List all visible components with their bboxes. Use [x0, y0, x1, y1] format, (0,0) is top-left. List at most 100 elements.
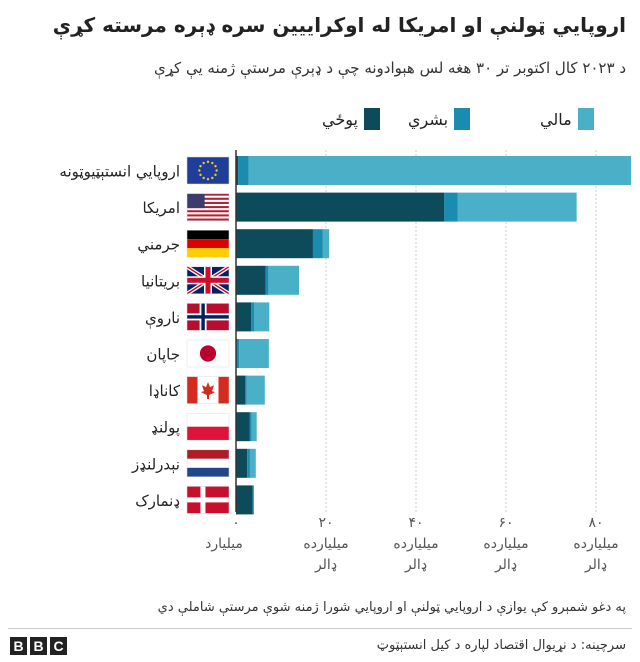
chart-subtitle: د ۲۰۲۳ کال اکتوبر تر ۳۰ هغه لس هېوادونه … [154, 59, 626, 77]
flag-star [214, 164, 217, 168]
x-tick-unit: ميلياردە [303, 536, 348, 552]
flag-stripe [187, 239, 229, 249]
footer-divider [8, 628, 632, 629]
bar-segment-military [236, 229, 313, 259]
flag-stripe [187, 201, 229, 205]
flag-stripe [218, 376, 229, 404]
flag-dk-icon [186, 486, 230, 514]
flag-star [215, 169, 218, 172]
x-tick-unit: ډالر [584, 557, 607, 573]
flag-star [202, 161, 205, 165]
flag-star [206, 177, 210, 181]
bar-segment-humanitarian [444, 192, 458, 222]
legend-swatch [577, 108, 594, 130]
bar-segment-military [236, 375, 245, 405]
bar-segment-humanitarian [247, 448, 250, 478]
legend-swatch [363, 108, 380, 130]
bar-segment-humanitarian [249, 412, 252, 442]
flag-ca-icon [186, 376, 230, 404]
flag-border [186, 303, 230, 331]
flag-stripe [187, 426, 229, 441]
category-label: نېدرلنډز [131, 455, 180, 474]
flag-star [214, 173, 217, 177]
bar-segment-humanitarian [236, 339, 240, 368]
flag-stripe [187, 197, 229, 201]
flag-jp-icon [186, 339, 230, 368]
category-label: ډنمارک [135, 492, 180, 510]
flag-stripe [187, 214, 229, 217]
flag-border [186, 449, 230, 478]
flag-stripe [187, 208, 229, 211]
bar-chart: اروپايي انستېټيوټونه امريکا جرمني بريتانيا ن… [59, 150, 632, 573]
flag-stripe [187, 199, 229, 203]
bar-segment-financial [322, 229, 330, 259]
flag-border [186, 376, 230, 404]
bar-segment-military [236, 448, 248, 478]
category-label: جاپان [146, 346, 180, 365]
x-tick-number: ۲۰ [318, 515, 333, 531]
bar-segment-humanitarian [252, 485, 254, 515]
bar-segment-military [236, 156, 239, 185]
category-label: بريتانيا [141, 272, 180, 290]
flag-star [202, 176, 205, 180]
category-label: پولنډ [151, 419, 180, 438]
flag-star [206, 160, 210, 164]
x-tick-unit: ميلياردە [573, 536, 618, 552]
bar-segment-humanitarian [265, 265, 269, 295]
bar-segment-military [236, 485, 253, 515]
flag-border [186, 486, 230, 514]
legend-item-humanitarian: بشري [408, 108, 471, 130]
x-tick-label: ۲۰ ميلياردە ډالر [303, 515, 348, 573]
flag-nl-icon [186, 449, 230, 478]
flag-stripe [187, 195, 229, 199]
bar-segment-military [236, 412, 250, 442]
x-tick-label: ۸۰ ميلياردە ډالر [573, 515, 618, 573]
flag-border [186, 229, 230, 258]
flag-border [186, 339, 230, 368]
flag-no-icon [186, 303, 230, 331]
flag-border [186, 193, 230, 221]
flag-stripe [187, 203, 229, 207]
flag-star [199, 164, 202, 168]
chart-note: په دغو شمېرو کې يوازې د اروپايي ټولنې او… [157, 600, 626, 615]
x-tick-unit: ميلياردە [393, 536, 438, 552]
flag-border [186, 266, 230, 295]
bar-segment-financial [249, 448, 256, 478]
bar-segment-financial [457, 192, 577, 222]
flag-border [186, 156, 230, 185]
legend-swatch [454, 108, 471, 130]
x-tick-label: ۶۰ ميلياردە ډالر [483, 515, 528, 573]
flag-stripe [187, 376, 198, 404]
category-label: امريکا [142, 199, 180, 217]
bar-segment-military [236, 302, 252, 332]
x-tick-unit: ميلياردە [483, 536, 528, 552]
flag-de-icon [186, 229, 230, 258]
flag-pl-icon [186, 412, 230, 441]
flag-star [199, 173, 202, 177]
x-tick-unit: ډالر [314, 557, 337, 573]
flag-gb-icon [185, 265, 231, 296]
category-label: ناروې [145, 309, 180, 329]
x-tick-label: ۴۰ ميلياردە ډالر [393, 515, 438, 573]
bar-segment-military [236, 265, 266, 295]
flag-star [198, 169, 201, 172]
bar-segment-military [236, 192, 445, 222]
flag-stripe [187, 212, 229, 215]
bbc-logo: B B C [10, 637, 67, 655]
flag-stripe [187, 218, 229, 221]
x-tick-number: ۸۰ [588, 515, 603, 531]
flag-stripe [187, 467, 229, 477]
flag-star [211, 161, 214, 165]
bar-segment-humanitarian [251, 302, 254, 332]
legend: پوځي بشري مالي [0, 108, 640, 132]
flag-us-icon [186, 193, 230, 221]
flag-canton [187, 193, 205, 209]
x-tick-unit: ډالر [494, 557, 517, 573]
bbc-logo-letter: C [50, 637, 67, 655]
flag-cross [187, 315, 229, 319]
flag-border [186, 412, 230, 441]
flag-stripe [187, 458, 229, 468]
flag-eu-icon [186, 156, 230, 185]
flag-disc [199, 345, 217, 362]
flag-stripe [187, 449, 229, 459]
